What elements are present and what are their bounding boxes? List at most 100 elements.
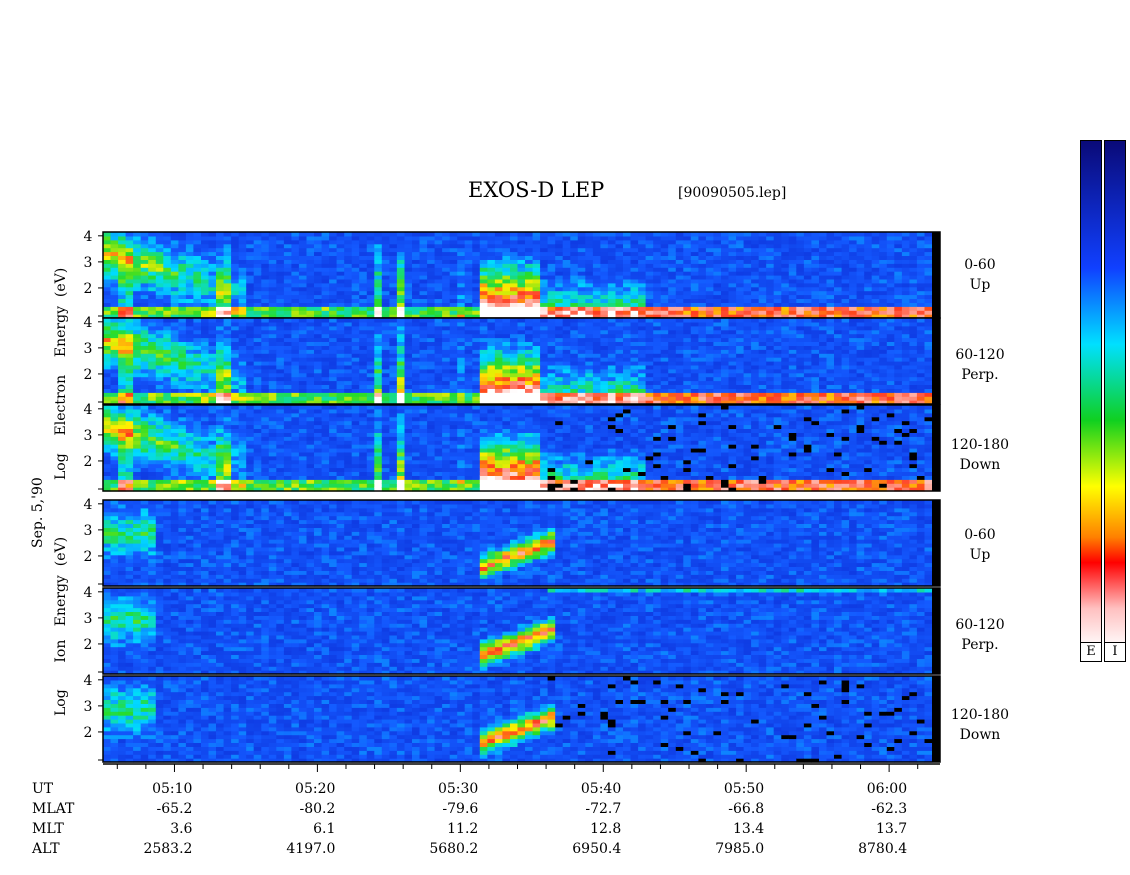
spectrogram-cell <box>668 349 677 354</box>
spectrogram-cell <box>396 235 405 241</box>
spectrogram-cell <box>216 388 225 393</box>
spectrogram-cell <box>118 376 127 382</box>
spectrogram-cell <box>344 255 353 260</box>
spectrogram-cell <box>344 251 353 256</box>
spectrogram-cell <box>434 376 443 382</box>
spectrogram-cell <box>216 318 225 323</box>
spectrogram-cell <box>721 314 730 319</box>
spectrogram-cell <box>246 329 255 335</box>
spectrogram-cell <box>442 286 451 292</box>
spectrogram-cell <box>133 471 142 476</box>
spectrogram-cell <box>479 247 488 253</box>
spectrogram-cell <box>261 290 270 296</box>
spectrogram-cell <box>427 298 436 303</box>
spectrogram-cell <box>924 325 933 331</box>
spectrogram-cell <box>389 364 398 370</box>
spectrogram-cell <box>231 306 240 311</box>
spectrogram-cell <box>623 239 632 245</box>
spectrogram-cell <box>713 286 722 292</box>
spectrogram-cell <box>796 302 805 307</box>
ephemeris-alt-value: 7985.0 <box>715 841 765 857</box>
spectrogram-cell <box>728 396 737 401</box>
spectrogram-cell <box>592 345 601 350</box>
spectrogram-cell <box>457 337 466 342</box>
spectrogram-cell <box>246 267 255 272</box>
spectrogram-cell <box>540 353 549 358</box>
spectrogram-cell <box>344 310 353 315</box>
spectrogram-cell <box>803 353 812 358</box>
spectrogram-cell <box>690 318 699 323</box>
spectrogram-cell <box>148 400 157 405</box>
spectrogram-cell <box>472 298 481 303</box>
spectrogram-cell <box>577 263 586 268</box>
spectrogram-cell <box>555 329 564 335</box>
spectrogram-cell <box>758 286 767 292</box>
spectrogram-cell <box>381 376 390 382</box>
spectrogram-cell <box>148 337 157 342</box>
spectrogram-cell <box>592 306 601 311</box>
spectrogram-cell <box>298 306 307 311</box>
spectrogram-cell <box>796 282 805 288</box>
spectrogram-cell <box>125 467 134 472</box>
spectrogram-cell <box>864 321 873 327</box>
spectrogram-cell <box>811 314 820 319</box>
spectrogram-cell <box>675 345 684 350</box>
spectrogram-cell <box>329 251 338 256</box>
spectrogram-cell <box>502 247 511 253</box>
spectrogram-cell <box>231 251 240 256</box>
spectrogram-cell <box>419 321 428 327</box>
spectrogram-cell <box>871 349 880 354</box>
spectrogram-cell <box>879 325 888 331</box>
spectrogram-cell <box>615 318 624 323</box>
spectrogram-cell <box>291 396 300 401</box>
spectrogram-cell <box>178 286 187 292</box>
spectrogram-cell <box>374 337 383 342</box>
spectrogram-cell <box>125 428 134 433</box>
spectrogram-cell <box>698 286 707 292</box>
spectrogram-cell <box>125 345 134 350</box>
spectrogram-cell <box>140 376 149 382</box>
spectrogram-cell <box>321 282 330 288</box>
spectrogram-cell <box>359 349 368 354</box>
spectrogram-cell <box>148 275 157 280</box>
spectrogram-cell <box>103 384 112 389</box>
spectrogram-cell <box>788 302 797 307</box>
spectrogram-cell <box>178 232 187 237</box>
spectrogram-cell <box>856 400 865 405</box>
spectrogram-cell <box>683 376 692 382</box>
spectrogram-cell <box>103 400 112 405</box>
spectrogram-cell <box>449 329 458 335</box>
spectrogram-cell <box>675 278 684 284</box>
spectrogram-cell <box>291 325 300 331</box>
spectrogram-cell <box>653 239 662 245</box>
spectrogram-cell <box>276 282 285 288</box>
spectrogram-cell <box>788 400 797 405</box>
spectrogram-cell <box>562 298 571 303</box>
spectrogram-cell <box>185 318 194 323</box>
spectrogram-cell <box>133 243 142 249</box>
spectrogram-cell <box>517 290 526 296</box>
spectrogram-cell <box>623 364 632 370</box>
spectrogram-cell <box>871 314 880 319</box>
spectrogram-cell <box>660 271 669 276</box>
spectrogram-cell <box>268 400 277 405</box>
spectrogram-cell <box>125 364 134 370</box>
spectrogram-cell <box>291 271 300 276</box>
spectrogram-cell <box>374 286 383 292</box>
spectrogram-cell <box>856 353 865 358</box>
spectrogram-cell <box>231 247 240 253</box>
spectrogram-cell <box>698 321 707 327</box>
spectrogram-cell <box>389 247 398 253</box>
spectrogram-cell <box>638 400 647 405</box>
spectrogram-cell <box>540 278 549 284</box>
spectrogram-cell <box>472 282 481 288</box>
spectrogram-cell <box>298 247 307 253</box>
spectrogram-cell <box>110 275 119 280</box>
spectrogram-cell <box>133 396 142 401</box>
spectrogram-cell <box>381 243 390 249</box>
spectrogram-cell <box>547 372 556 378</box>
spectrogram-cell <box>178 255 187 260</box>
spectrogram-cell <box>133 314 142 319</box>
spectrogram-cell <box>645 251 654 256</box>
spectrogram-cell <box>660 384 669 389</box>
